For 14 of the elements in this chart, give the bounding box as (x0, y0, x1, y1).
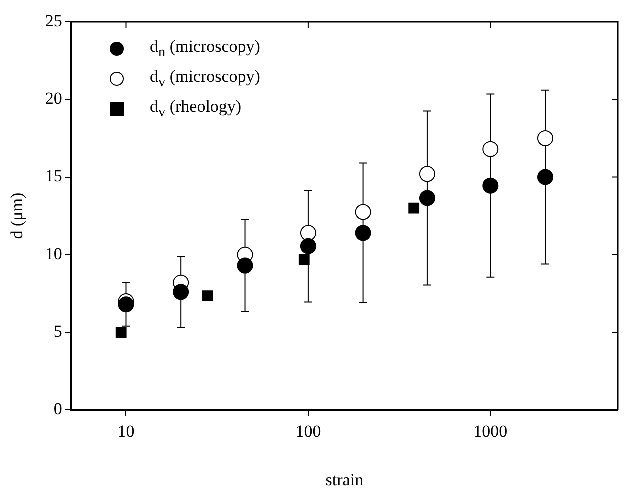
x-tick-label: 1000 (474, 422, 508, 441)
x-axis-title: strain (326, 470, 364, 490)
y-tick-label: 5 (54, 322, 62, 342)
y-tick-label: 15 (45, 166, 62, 186)
y-tick-label: 0 (54, 400, 62, 419)
legend-label: d$_{v}$ (microscopy) (150, 66, 260, 92)
legend-label: d$_{n}$ (microscopy) (150, 36, 260, 62)
x-tick-label: 10 (118, 422, 135, 441)
y-tick-label: 20 (45, 89, 62, 108)
legend-label: d$_{v}$ (rheology) (150, 96, 242, 122)
x-tick-label: 100 (296, 422, 322, 441)
y-tick-label: 25 (45, 11, 62, 30)
y-tick-label: 10 (45, 244, 62, 264)
y-axis-title: d (μm) (8, 192, 27, 240)
